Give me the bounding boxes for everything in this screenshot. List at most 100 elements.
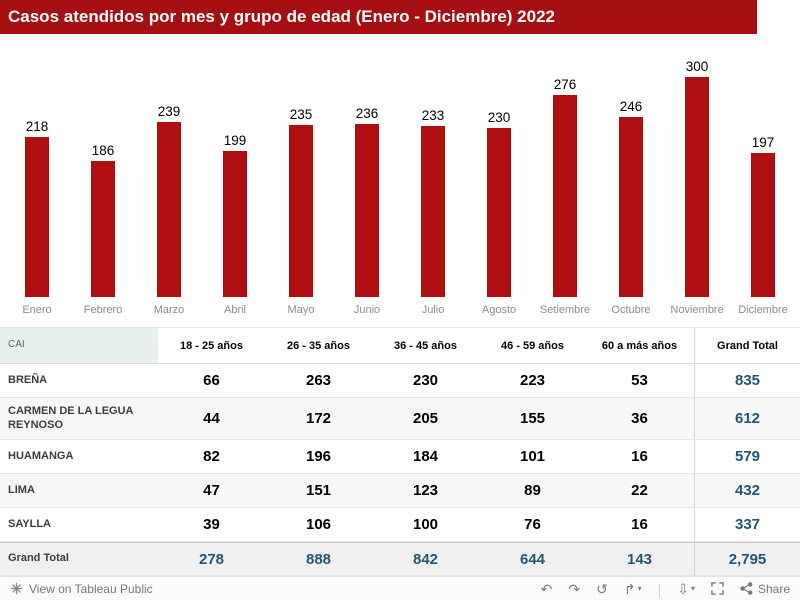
column-header: 18 - 25 años (180, 339, 243, 352)
grand-total-value-cell[interactable]: 278 (198, 550, 225, 568)
row-total-cell[interactable]: 835 (694, 364, 800, 397)
x-axis-label: Diciembre (738, 304, 788, 316)
redo-icon: ↷ (568, 580, 581, 597)
row-label: CARMEN DE LA LEGUA REYNOSO (8, 404, 134, 431)
value-cell[interactable]: 89 (524, 482, 541, 499)
value-cell[interactable]: 151 (305, 482, 332, 499)
x-axis-label: Agosto (481, 304, 517, 316)
value-cell[interactable]: 155 (519, 410, 546, 427)
value-cell[interactable]: 106 (305, 516, 332, 533)
row-total-cell[interactable]: 612 (694, 398, 800, 439)
value-cell[interactable]: 230 (412, 372, 439, 389)
row-total-cell[interactable]: 579 (694, 440, 800, 473)
bar-value-label: 235 (289, 107, 313, 122)
value-cell[interactable]: 47 (203, 482, 220, 499)
value-cell[interactable]: 16 (631, 516, 648, 533)
grand-total-value-cell[interactable]: 842 (412, 550, 439, 568)
share-label: Share (757, 581, 790, 596)
month-column-mayo: 235 Mayo (268, 34, 334, 319)
grand-total-overall-cell[interactable]: 2,795 (694, 543, 800, 575)
grand-total-value-cell[interactable]: 888 (305, 550, 332, 568)
table-row: HUAMANGA 82 196 184 101 16 579 (0, 440, 800, 474)
table-row: BREÑA 66 263 230 223 53 835 (0, 364, 800, 398)
table-row: CARMEN DE LA LEGUA REYNOSO 44 172 205 155 36 6… (0, 398, 800, 440)
tableau-toolbar: View on Tableau Public ↶ ↷ ↺ ↱ ▾ | ⇩ ▾ Share (0, 576, 800, 600)
month-column-marzo: 239 Marzo (136, 34, 202, 319)
bar-julio[interactable] (421, 126, 445, 297)
bar-enero[interactable] (25, 137, 49, 297)
month-column-febrero: 186 Febrero (70, 34, 136, 319)
x-axis-label: Noviembre (670, 304, 724, 316)
bar-junio[interactable] (355, 124, 379, 297)
month-column-diciembre: 197 Diciembre (730, 34, 796, 319)
share-icon (740, 582, 753, 595)
x-axis-label: Marzo (153, 304, 185, 316)
value-cell[interactable]: 223 (519, 372, 546, 389)
bar-setiembre[interactable] (553, 95, 577, 297)
value-cell[interactable]: 16 (631, 448, 648, 465)
x-axis-label: Abril (223, 304, 246, 316)
x-axis-label: Febrero (83, 304, 123, 316)
value-cell[interactable]: 22 (631, 482, 648, 499)
value-cell[interactable]: 263 (305, 372, 332, 389)
bar-abril[interactable] (223, 151, 247, 297)
value-cell[interactable]: 196 (305, 448, 332, 465)
export-button[interactable]: ↱ ▾ (624, 582, 642, 596)
value-cell[interactable]: 82 (203, 448, 220, 465)
column-header-grand-total: Grand Total (694, 328, 800, 363)
chevron-down-icon: ▾ (690, 583, 695, 593)
value-cell[interactable]: 66 (203, 372, 220, 389)
month-column-octubre: 246 Octubre (598, 34, 664, 319)
view-on-tableau-public-link[interactable]: View on Tableau Public (10, 582, 153, 596)
undo-button[interactable]: ↶ (541, 582, 553, 596)
bar-marzo[interactable] (157, 122, 181, 297)
value-cell[interactable]: 44 (203, 410, 220, 427)
column-header: 60 a más años (601, 339, 678, 352)
bar-noviembre[interactable] (685, 77, 709, 297)
tableau-logo-icon (10, 582, 23, 595)
fullscreen-button[interactable] (711, 582, 724, 595)
bar-febrero[interactable] (91, 161, 115, 297)
month-column-junio: 236 Junio (334, 34, 400, 319)
download-icon: ⇩ (677, 580, 689, 597)
fullscreen-icon (711, 582, 724, 595)
x-axis-label: Enero (22, 304, 52, 316)
bar-value-label: 246 (619, 99, 643, 114)
row-total-cell[interactable]: 432 (694, 474, 800, 507)
value-cell[interactable]: 184 (412, 448, 439, 465)
grand-total-value-cell[interactable]: 143 (626, 550, 653, 568)
x-axis-label: Mayo (287, 304, 315, 316)
row-total-cell[interactable]: 337 (694, 508, 800, 541)
bar-octubre[interactable] (619, 117, 643, 297)
value-cell[interactable]: 172 (305, 410, 332, 427)
value-cell[interactable]: 205 (412, 410, 439, 427)
replay-icon: ↺ (596, 580, 608, 597)
value-cell[interactable]: 39 (203, 516, 220, 533)
value-cell[interactable]: 123 (412, 482, 439, 499)
share-button[interactable]: Share (740, 582, 790, 595)
value-cell[interactable]: 101 (519, 448, 546, 465)
value-cell[interactable]: 100 (412, 516, 439, 533)
redo-button[interactable]: ↷ (568, 582, 580, 596)
bar-value-label: 186 (91, 143, 115, 158)
x-axis-label: Junio (353, 304, 381, 316)
bar-mayo[interactable] (289, 125, 313, 297)
value-cell[interactable]: 76 (524, 516, 541, 533)
row-label: BREÑA (8, 373, 48, 386)
column-header: 36 - 45 años (394, 339, 457, 352)
bar-value-label: 239 (157, 104, 181, 119)
month-column-agosto: 230 Agosto (466, 34, 532, 319)
replay-button[interactable]: ↺ (596, 582, 608, 596)
download-button[interactable]: ⇩ ▾ (677, 582, 695, 596)
grand-total-value-cell[interactable]: 644 (519, 550, 546, 568)
value-cell[interactable]: 53 (631, 372, 648, 389)
value-cell[interactable]: 36 (631, 410, 648, 427)
bar-agosto[interactable] (487, 128, 511, 297)
view-on-tableau-public-label: View on Tableau Public (29, 581, 153, 596)
bar-diciembre[interactable] (751, 153, 775, 297)
bar-value-label: 197 (751, 135, 775, 150)
toolbar-separator: | (658, 582, 662, 596)
table-row: LIMA 47 151 123 89 22 432 (0, 474, 800, 508)
